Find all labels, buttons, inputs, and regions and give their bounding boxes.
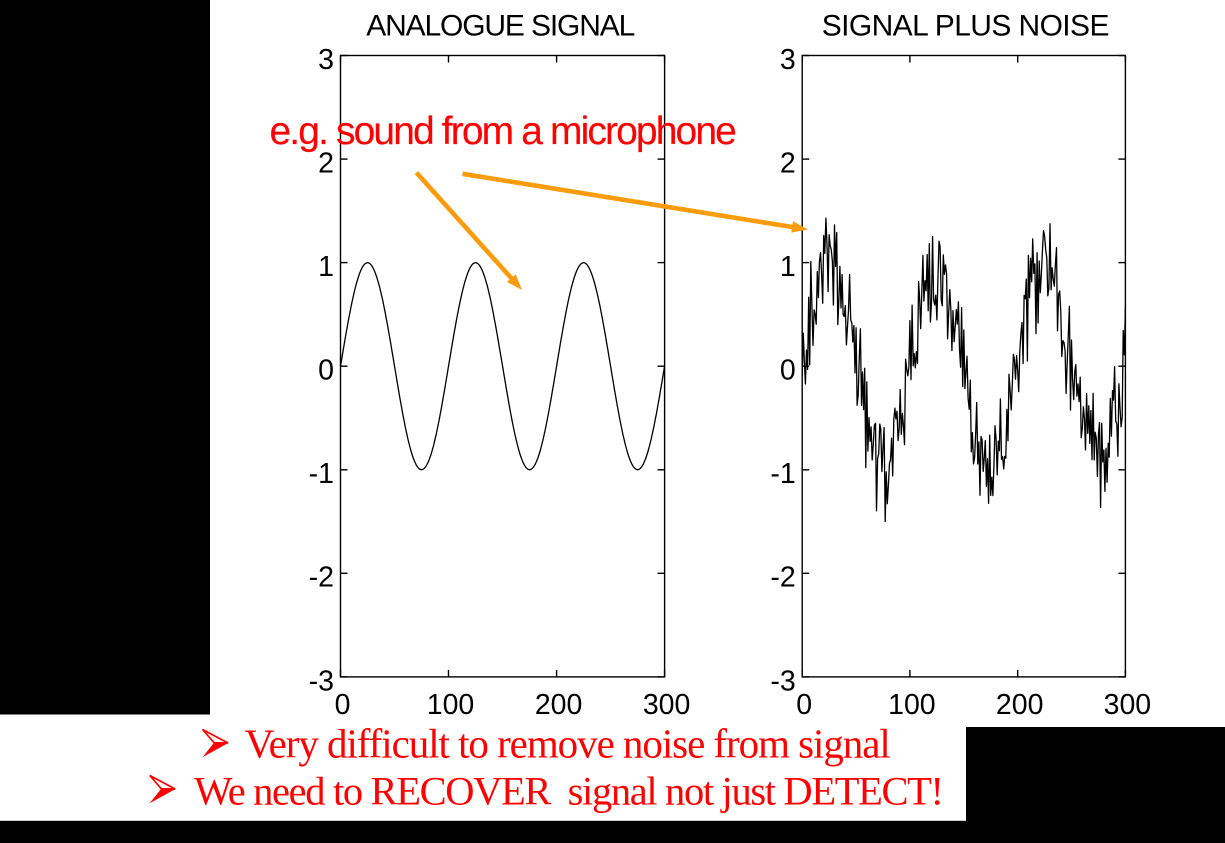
svg-text:1: 1: [318, 251, 334, 283]
svg-text:0: 0: [796, 689, 812, 721]
svg-text:200: 200: [996, 689, 1044, 721]
svg-text:-3: -3: [770, 665, 795, 697]
svg-text:2: 2: [318, 148, 334, 180]
svg-text:3: 3: [780, 44, 796, 76]
svg-text:1: 1: [780, 251, 796, 283]
svg-text:0: 0: [335, 689, 351, 721]
svg-text:0: 0: [318, 355, 334, 387]
svg-text:2: 2: [780, 148, 796, 180]
svg-text:-2: -2: [770, 562, 795, 594]
svg-text:-3: -3: [309, 665, 334, 697]
svg-text:SIGNAL PLUS NOISE: SIGNAL PLUS NOISE: [822, 10, 1109, 43]
svg-text:-1: -1: [770, 458, 795, 490]
svg-text:-1: -1: [309, 458, 334, 490]
svg-text:100: 100: [888, 689, 936, 721]
svg-text:We need to RECOVER signal not: We need to RECOVER signal not just DETEC…: [194, 768, 943, 813]
svg-text:300: 300: [1104, 689, 1152, 721]
svg-text:ANALOGUE SIGNAL: ANALOGUE SIGNAL: [366, 10, 634, 43]
svg-text:Very difficult to remove noise: Very difficult to remove noise from sign…: [245, 721, 891, 767]
svg-text:3: 3: [318, 44, 334, 76]
svg-text:100: 100: [427, 689, 475, 721]
svg-text:300: 300: [643, 689, 691, 721]
svg-text:e.g. sound from a microphone: e.g. sound from a microphone: [270, 110, 736, 153]
svg-text:200: 200: [535, 689, 583, 721]
svg-text:-2: -2: [309, 562, 334, 594]
svg-text:0: 0: [780, 355, 796, 387]
